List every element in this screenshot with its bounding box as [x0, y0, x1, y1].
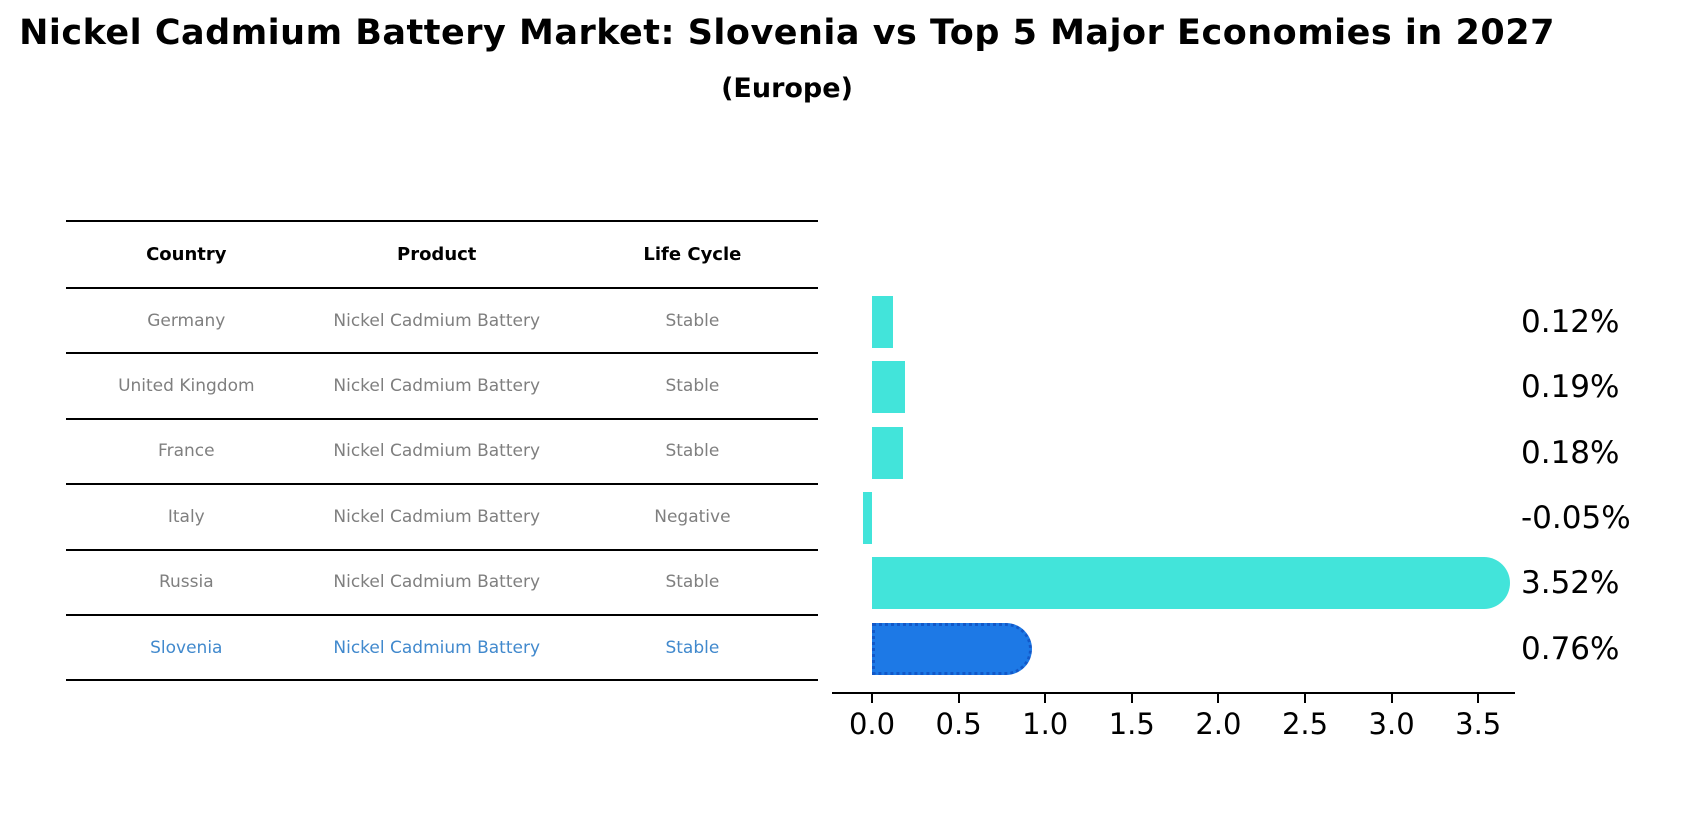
- x-tick-label: 3.5: [1455, 707, 1502, 741]
- cell-country: Germany: [147, 310, 226, 331]
- x-axis-tick: [1217, 694, 1220, 703]
- value-label-germany: 0.12%: [1521, 303, 1620, 340]
- cell-country: Slovenia: [150, 637, 223, 658]
- table-row-germany: Germany Nickel Cadmium Battery Stable: [66, 289, 818, 355]
- x-axis-tick: [1390, 694, 1393, 703]
- column-header-lifecycle: Life Cycle: [643, 244, 742, 265]
- cell-lifecycle: Negative: [654, 506, 731, 527]
- cell-product: Nickel Cadmium Battery: [333, 637, 541, 658]
- bar-italy: [863, 491, 872, 544]
- value-label-italy: -0.05%: [1521, 499, 1631, 536]
- cell-country: United Kingdom: [118, 376, 255, 397]
- table-row-united-kingdom: United Kingdom Nickel Cadmium Battery St…: [66, 354, 818, 420]
- table-header-row: Country Product Life Cycle: [66, 220, 818, 289]
- x-axis-tick: [871, 694, 873, 703]
- x-tick-label: 0.0: [848, 707, 896, 741]
- table-row-italy: Italy Nickel Cadmium Battery Negative: [66, 485, 818, 551]
- column-header-product: Product: [397, 244, 477, 265]
- x-axis-tick: [1304, 694, 1306, 703]
- cell-lifecycle: Stable: [665, 637, 720, 658]
- cell-product: Nickel Cadmium Battery: [333, 441, 541, 462]
- value-label-united-kingdom: 0.19%: [1521, 369, 1620, 406]
- bar-germany: [872, 295, 893, 348]
- x-tick-label: 2.0: [1195, 707, 1242, 741]
- bar-russia: [872, 557, 1510, 610]
- cell-product: Nickel Cadmium Battery: [333, 310, 541, 331]
- cell-lifecycle: Stable: [665, 441, 720, 462]
- x-tick-label: 1.0: [1022, 707, 1069, 741]
- bar-france: [872, 426, 904, 479]
- bar-slovenia: [872, 622, 1032, 675]
- table-row-france: France Nickel Cadmium Battery Stable: [66, 420, 818, 486]
- country-table: Country Product Life Cycle Germany Nicke…: [66, 220, 818, 682]
- cell-product: Nickel Cadmium Battery: [333, 376, 541, 397]
- value-label-slovenia: 0.76%: [1521, 630, 1620, 667]
- x-axis-tick: [1044, 694, 1047, 703]
- x-axis-line: [832, 692, 1515, 694]
- chart-title: Nickel Cadmium Battery Market: Slovenia …: [19, 13, 1555, 53]
- bar-united-kingdom: [872, 361, 905, 414]
- x-axis-tick: [1130, 694, 1133, 703]
- table-row-russia: Russia Nickel Cadmium Battery Stable: [66, 551, 818, 616]
- value-label-russia: 3.52%: [1521, 565, 1620, 602]
- chart-subtitle: (Europe): [721, 73, 853, 104]
- cell-product: Nickel Cadmium Battery: [333, 506, 541, 527]
- cell-country: Russia: [158, 572, 214, 593]
- x-tick-label: 0.5: [935, 707, 982, 741]
- column-header-country: Country: [146, 244, 227, 265]
- cell-country: Italy: [167, 506, 205, 527]
- x-tick-label: 1.5: [1108, 707, 1155, 741]
- table-row-slovenia: Slovenia Nickel Cadmium Battery Stable: [66, 616, 818, 682]
- cell-lifecycle: Stable: [665, 376, 720, 397]
- x-axis-tick: [1477, 694, 1480, 703]
- value-label-france: 0.18%: [1521, 434, 1620, 471]
- x-axis-tick: [957, 694, 960, 703]
- x-tick-label: 2.5: [1281, 707, 1329, 741]
- x-tick-label: 3.0: [1368, 707, 1415, 741]
- cell-country: France: [158, 441, 215, 462]
- cell-lifecycle: Stable: [665, 310, 720, 331]
- cell-product: Nickel Cadmium Battery: [333, 572, 541, 593]
- cell-lifecycle: Stable: [665, 572, 720, 593]
